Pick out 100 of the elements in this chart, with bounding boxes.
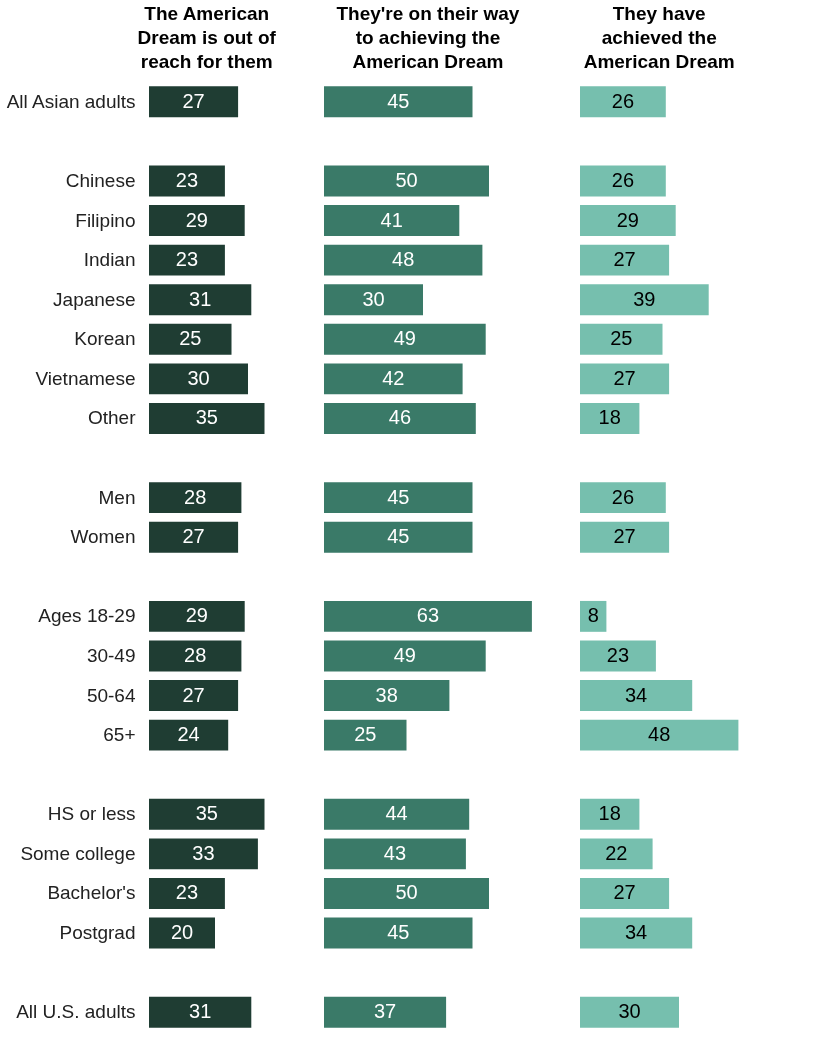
y-tick-label: Indian [83, 249, 136, 271]
data-label: 48 [392, 248, 415, 271]
bar [149, 878, 225, 909]
y-tick-label: 50-64 [86, 684, 136, 706]
data-label: 27 [182, 683, 205, 706]
y-tick-label: All Asian adults [6, 90, 136, 112]
data-label: 26 [611, 89, 635, 112]
data-label: 24 [177, 723, 200, 746]
bar [149, 86, 239, 118]
data-label: 8 [587, 604, 599, 627]
data-label: 42 [382, 366, 405, 389]
bar [149, 205, 245, 236]
bar [580, 205, 676, 236]
bar [149, 403, 265, 434]
data-label: 23 [175, 168, 199, 191]
bar [149, 680, 239, 711]
y-tick-label: All U.S. adults [16, 1001, 136, 1023]
y-tick-label: 65+ [103, 724, 136, 746]
bar [324, 600, 532, 632]
y-tick-label: Men [98, 486, 136, 508]
bar [324, 323, 486, 355]
bar [149, 521, 239, 553]
bar [580, 640, 656, 672]
data-label: 28 [184, 643, 207, 666]
data-label: 33 [192, 841, 215, 864]
bar [324, 205, 460, 236]
data-label: 23 [606, 643, 630, 666]
bar [580, 521, 670, 553]
data-label: 26 [611, 168, 635, 191]
data-label: 27 [613, 366, 636, 389]
data-label: 23 [175, 881, 199, 904]
y-tick-label: Filipino [75, 209, 136, 231]
data-label: 31 [189, 1000, 212, 1023]
bar [324, 284, 423, 316]
data-label: 46 [388, 406, 412, 429]
y-tick-label: Chinese [65, 169, 136, 191]
data-label: 18 [598, 802, 621, 825]
data-label: 25 [354, 723, 377, 746]
data-label: 27 [182, 525, 205, 548]
bar [324, 719, 407, 751]
bar [580, 719, 739, 751]
data-label: 63 [416, 604, 440, 627]
data-label: 20 [170, 921, 194, 944]
y-tick-label: HS or less [47, 803, 136, 825]
bar [580, 165, 666, 197]
data-label: 43 [383, 841, 407, 864]
bar [580, 284, 709, 316]
bar [149, 996, 252, 1028]
bar [580, 363, 670, 395]
data-label: 48 [648, 723, 671, 746]
bar [580, 403, 640, 434]
data-label: 50 [395, 881, 418, 904]
bar [324, 482, 473, 514]
bar [324, 521, 473, 553]
data-label: 27 [182, 89, 205, 112]
bar [149, 719, 229, 751]
bar [580, 996, 679, 1028]
data-label: 35 [195, 802, 218, 825]
bar [324, 996, 447, 1028]
data-label: 22 [605, 841, 628, 864]
bar [324, 86, 473, 118]
bar [580, 917, 693, 949]
bar [149, 323, 232, 355]
data-label: 31 [189, 287, 212, 310]
bar [580, 244, 670, 276]
bar [149, 363, 248, 395]
bar [580, 86, 666, 118]
data-label: 44 [385, 802, 408, 825]
data-label: 28 [184, 485, 207, 508]
data-label: 23 [175, 248, 199, 271]
bar [580, 680, 693, 711]
data-label: 49 [393, 327, 416, 350]
data-label: 30 [618, 1000, 641, 1023]
y-tick-label: Some college [20, 842, 136, 864]
chart-title: The American Dream is out of reach for them [137, 3, 277, 72]
bar [149, 600, 245, 632]
data-label: 39 [633, 287, 656, 310]
bar [580, 323, 663, 355]
bar [580, 838, 653, 870]
bar [324, 165, 489, 197]
y-tick-label: Women [70, 526, 136, 548]
data-label: 29 [616, 208, 639, 231]
y-tick-label: Japanese [53, 288, 136, 310]
bar [149, 165, 225, 197]
y-tick-label: Postgrad [59, 922, 136, 944]
bar [580, 798, 640, 830]
chart-title: They have achieved the American Dream [583, 3, 735, 72]
data-label: 38 [375, 683, 398, 706]
data-label: 45 [387, 525, 410, 548]
bar [149, 798, 265, 830]
data-label: 29 [185, 208, 208, 231]
bar [149, 244, 225, 276]
data-label: 34 [624, 921, 648, 944]
bar [324, 680, 450, 711]
bar [324, 798, 470, 830]
bar [580, 878, 670, 909]
data-label: 41 [380, 208, 403, 231]
data-label: 27 [613, 248, 636, 271]
data-label: 45 [387, 921, 410, 944]
data-label: 45 [387, 89, 410, 112]
